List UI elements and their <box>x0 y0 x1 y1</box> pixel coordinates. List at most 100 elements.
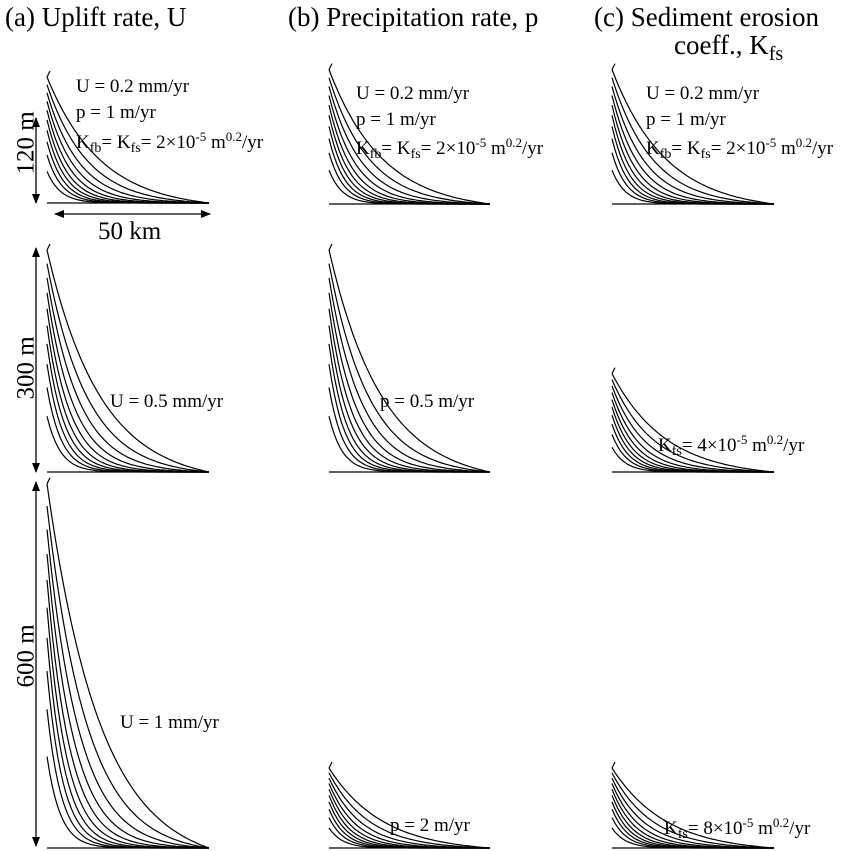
profile-divide-a-mid <box>46 243 51 251</box>
column-title-b: (b) Precipitation rate, p <box>288 2 539 32</box>
profile-curve-a-mid-8 <box>46 277 210 473</box>
column-title-c-text: coeff., <box>674 30 750 60</box>
profile-curve-b-top-8 <box>328 86 491 205</box>
profile-curve-c-top-10 <box>611 69 775 205</box>
k-eq: = K <box>381 138 411 159</box>
profile-curve-a-bot-7 <box>46 553 210 849</box>
profile-divide-b-top <box>328 63 333 70</box>
base-p-b: p = 1 m/yr <box>356 109 436 130</box>
profile-curve-c-bot-8 <box>611 777 774 849</box>
profile-divide-a-top <box>46 70 51 78</box>
profile-curve-a-mid-9 <box>46 263 210 473</box>
profile-divide-a-bot <box>46 477 51 485</box>
k-val: = 2×10 <box>420 138 476 159</box>
k-tail: /yr <box>789 818 811 839</box>
profile-curve-c-mid-4 <box>611 415 774 473</box>
base-p-c: p = 1 m/yr <box>646 109 726 130</box>
profile-curve-c-bot-9 <box>611 772 775 849</box>
k-unit: m <box>753 818 773 839</box>
column-title-a: (a) Uplift rate, U <box>5 2 187 32</box>
column-title-c-subscript: fs <box>768 43 784 65</box>
k-val: = 8×10 <box>687 818 743 839</box>
profile-curve-c-mid-8 <box>611 385 775 473</box>
profile-divide-c-mid <box>611 367 616 374</box>
k-unit: m <box>776 138 796 159</box>
profile-curve-c-mid-9 <box>611 379 775 473</box>
k-val: = 4×10 <box>681 435 737 456</box>
label-c-mid: Kfs= 4×10-5 m0.2/yr <box>658 433 804 459</box>
profile-curve-c-top-4 <box>611 126 774 205</box>
base-k-a: Kfb= Kfs= 2×10-5 m0.2/yr <box>76 130 263 156</box>
column-title-c-symbol: K <box>749 30 769 60</box>
k-unit-exp: 0.2 <box>772 815 790 830</box>
k-tail: /yr <box>522 138 544 159</box>
k-sub: fb <box>659 147 672 162</box>
k-tail: /yr <box>812 138 834 159</box>
profile-curve-a-mid-4 <box>46 343 209 473</box>
k-sub: fs <box>700 147 711 162</box>
profile-curve-b-bot-8 <box>328 777 490 849</box>
profile-curve-a-bot-10 <box>46 483 210 849</box>
profile-curve-a-bot-9 <box>46 506 210 849</box>
k-unit: m <box>206 132 226 153</box>
k-exp: -5 <box>742 815 754 830</box>
k-symbol: K <box>356 138 370 159</box>
profile-curve-b-bot-10 <box>328 767 491 849</box>
k-unit: m <box>747 435 767 456</box>
k-val: = 2×10 <box>710 138 766 159</box>
base-k-b: Kfb= Kfs= 2×10-5 m0.2/yr <box>356 136 543 162</box>
profile-curve-b-bot-9 <box>328 772 491 849</box>
profile-curve-c-top-9 <box>611 77 775 205</box>
base-p-a: p = 1 m/yr <box>76 102 156 123</box>
profile-curve-b-top-10 <box>328 69 491 205</box>
base-u-a: U = 0.2 mm/yr <box>76 76 190 97</box>
k-sub: fb <box>369 147 382 162</box>
profile-curve-a-top-4 <box>46 130 209 204</box>
k-sub: fs <box>671 444 682 459</box>
k-symbol: K <box>646 138 660 159</box>
k-sub: fb <box>89 141 102 156</box>
profile-curve-b-mid-10 <box>328 249 491 473</box>
profile-divide-c-bot <box>611 761 616 769</box>
profile-curve-c-bot-4 <box>611 801 774 849</box>
profile-divide-b-bot <box>328 761 333 769</box>
profile-curve-b-top-9 <box>328 77 491 205</box>
k-unit-exp: 0.2 <box>766 432 784 447</box>
profile-divide-b-mid <box>328 243 333 251</box>
profile-curve-a-bot-4 <box>46 637 209 849</box>
profile-divide-c-top <box>611 63 616 70</box>
base-k-c: Kfb= Kfs= 2×10-5 m0.2/yr <box>646 136 833 162</box>
profile-curve-a-top-9 <box>46 84 210 204</box>
label-a-bot: U = 1 mm/yr <box>120 712 219 733</box>
profile-curve-b-mid-9 <box>328 263 491 473</box>
k-unit-exp: 0.2 <box>795 135 813 150</box>
profile-curve-c-mid-10 <box>611 373 775 473</box>
base-u-c: U = 0.2 mm/yr <box>646 83 760 104</box>
label-b-mid: p = 0.5 m/yr <box>380 391 475 412</box>
k-sub: fs <box>677 827 688 842</box>
k-sub: fs <box>130 141 141 156</box>
profile-curve-a-mid-10 <box>46 249 210 473</box>
k-val: = 2×10 <box>140 132 196 153</box>
base-u-b: U = 0.2 mm/yr <box>356 83 470 104</box>
profile-curve-c-bot-10 <box>611 767 775 849</box>
k-eq: = K <box>671 138 701 159</box>
label-b-bot: p = 2 m/yr <box>390 815 470 836</box>
column-title-c-line1: (c) Sediment erosion <box>594 2 819 32</box>
dim-50km: 50 km <box>98 218 162 245</box>
k-tail: /yr <box>783 435 805 456</box>
column-title-c-line2: coeff., Kfs <box>674 30 783 66</box>
profile-curve-b-mid-4 <box>328 343 490 473</box>
k-tail: /yr <box>242 132 264 153</box>
profile-curve-c-top-8 <box>611 86 775 205</box>
k-eq: = K <box>101 132 131 153</box>
k-unit: m <box>486 138 506 159</box>
k-exp: -5 <box>736 432 748 447</box>
river-profiles <box>46 63 775 849</box>
profile-curve-a-top-8 <box>46 92 210 204</box>
k-unit-exp: 0.2 <box>225 129 243 144</box>
label-a-mid: U = 0.5 mm/yr <box>110 391 224 412</box>
profile-curve-a-mid-7 <box>46 292 209 473</box>
profile-curve-b-top-4 <box>328 126 490 205</box>
k-sub: fs <box>410 147 421 162</box>
